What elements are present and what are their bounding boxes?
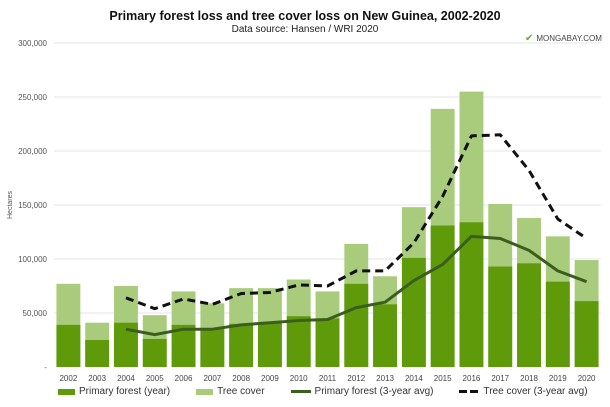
bar-primary-forest [517, 263, 541, 367]
legend-item: Tree cover (3-year avg) [459, 386, 588, 397]
y-tick-label: 50,000 [23, 309, 48, 318]
bar-primary-forest [257, 322, 282, 367]
x-tick-label: 2002 [59, 374, 77, 383]
bar-primary-forest [459, 222, 484, 367]
bar-primary-forest [574, 301, 599, 367]
legend-label: Tree cover (3-year avg) [483, 386, 588, 397]
bar-primary-forest [315, 318, 340, 367]
bar-primary-forest [344, 283, 369, 367]
legend-swatch [196, 388, 214, 395]
y-tick-label: 250,000 [18, 93, 47, 102]
legend-label: Primary forest (3-year avg) [314, 386, 434, 397]
y-tick-label: 200,000 [18, 147, 47, 156]
x-tick-label: 2013 [376, 374, 394, 383]
bar-primary-forest [56, 324, 81, 367]
bar-primary-forest [545, 281, 570, 367]
x-tick-label: 2018 [520, 374, 538, 383]
x-tick-label: 2010 [290, 374, 308, 383]
x-tick-label: 2009 [261, 374, 279, 383]
legend-item: Primary forest (3-year avg) [290, 386, 434, 397]
bar-primary-forest [286, 316, 311, 367]
x-tick-label: 2017 [491, 374, 509, 383]
legend: Primary forest (year) Tree cover Primary f… [58, 386, 588, 397]
y-tick-label: 100,000 [18, 255, 47, 264]
bar-primary-forest [85, 340, 110, 367]
chart-subtitle: Data source: Hansen / WRI 2020 [231, 24, 379, 35]
bar-primary-forest [114, 322, 138, 367]
x-tick-label: 2004 [117, 374, 135, 383]
bar-primary-forest [142, 338, 167, 367]
legend-swatch [290, 390, 311, 393]
legend-item: Primary forest (year) [58, 386, 170, 397]
x-tick-label: 2011 [319, 374, 337, 383]
x-tick-label: 2015 [434, 374, 452, 383]
bar-primary-forest [229, 323, 254, 367]
y-axis-label: Hectares [7, 190, 14, 219]
y-tick-label: 150,000 [18, 201, 47, 210]
legend-label: Tree cover [217, 386, 265, 397]
x-tick-label: 2006 [175, 374, 193, 383]
legend-swatch [58, 388, 75, 395]
logo-text: MONGABAY.COM [536, 34, 602, 43]
x-tick-label: 2019 [549, 374, 567, 383]
legend-label: Primary forest (year) [79, 386, 171, 397]
leaf-icon: ✔ [525, 33, 534, 44]
x-tick-label: 2020 [578, 374, 596, 383]
x-tick-label: 2012 [347, 374, 365, 383]
legend-item: Tree cover [196, 386, 265, 397]
bar-primary-forest [200, 328, 225, 367]
x-tick-label: 2008 [232, 374, 250, 383]
x-tick-label: 2014 [405, 374, 423, 383]
x-tick-label: 2003 [88, 374, 106, 383]
y-tick-label: - [44, 363, 47, 372]
x-tick-label: 2016 [463, 374, 481, 383]
bar-primary-forest [373, 304, 398, 367]
chart-title: Primary forest loss and tree cover loss … [109, 9, 501, 23]
y-tick-label: 300,000 [18, 39, 47, 48]
bar-primary-forest [488, 266, 513, 367]
mongabay-logo: ✔ MONGABAY.COM [525, 33, 602, 44]
x-tick-label: 2007 [203, 374, 221, 383]
bar-primary-forest [171, 324, 196, 367]
legend-swatch [459, 390, 480, 393]
bar-primary-forest [430, 225, 455, 367]
x-tick-label: 2005 [146, 374, 164, 383]
